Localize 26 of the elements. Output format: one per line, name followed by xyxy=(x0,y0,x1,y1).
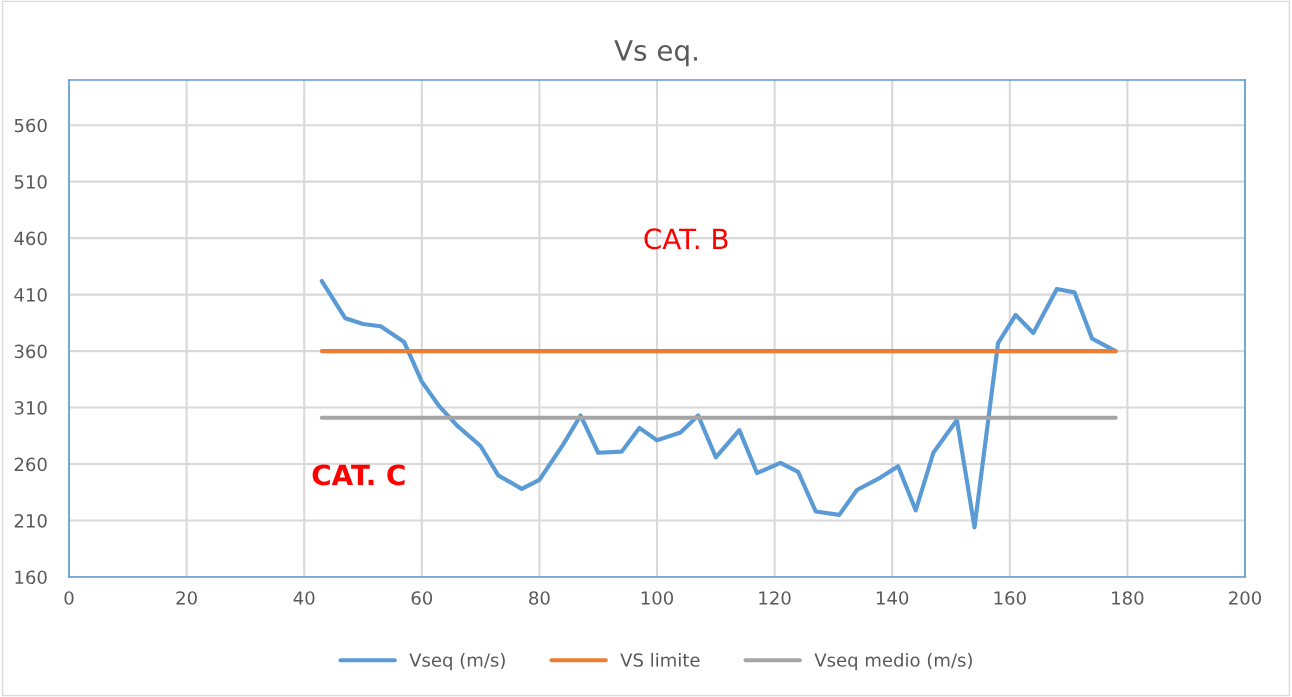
chart-title: Vs eq. xyxy=(614,40,697,67)
y-tick-label: 360 xyxy=(14,344,47,359)
x-tick-label: 80 xyxy=(529,591,550,605)
x-tick-label: 60 xyxy=(411,591,433,605)
x-tick-label: 0 xyxy=(64,591,74,605)
y-tick-label: 310 xyxy=(14,401,47,415)
annotation: CAT. C xyxy=(312,464,405,486)
legend-label: Vseq medio (m/s) xyxy=(814,652,972,671)
x-tick-label: 180 xyxy=(1112,591,1144,605)
y-tick-label: 560 xyxy=(14,118,47,133)
legend-label: Vseq (m/s) xyxy=(409,652,505,671)
x-tick-label: 140 xyxy=(876,591,909,605)
x-tick-label: 40 xyxy=(293,591,315,605)
y-tick-label: 410 xyxy=(14,288,47,302)
x-tick-label: 20 xyxy=(176,591,197,605)
y-tick-label: 260 xyxy=(14,457,47,472)
y-tick-label: 460 xyxy=(14,231,47,246)
y-tick-label: 210 xyxy=(14,513,47,528)
legend-label: VS limite xyxy=(620,652,700,667)
x-tick-label: 120 xyxy=(759,591,791,605)
y-tick-label: 160 xyxy=(15,570,47,585)
annotation: CAT. B xyxy=(644,228,728,250)
x-tick-label: 200 xyxy=(1229,591,1262,605)
x-tick-label: 100 xyxy=(641,591,674,605)
y-tick-label: 510 xyxy=(14,175,47,189)
x-tick-label: 160 xyxy=(994,591,1026,605)
